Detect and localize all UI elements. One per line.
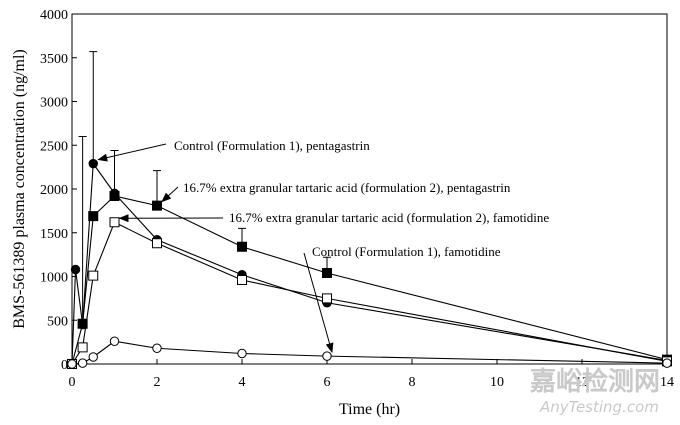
series-3 [67,336,672,369]
data-point [152,200,162,211]
y-tick-label: 2500 [40,139,68,154]
data-point [109,336,120,346]
annotation-arrow [97,143,167,162]
y-tick-label: 3000 [40,96,68,111]
y-tick-label: 3500 [40,52,68,67]
watermark-en: AnyTesting.com [539,398,659,416]
y-tick-label: 4000 [40,8,68,23]
data-point [662,358,672,368]
data-point [152,238,162,249]
series-layer [67,51,672,369]
x-axis-title: Time (hr) [339,401,400,418]
annotation-label-famotidine-formulation2: 16.7% extra granular tartaric acid (form… [229,210,549,225]
data-point [88,352,98,362]
data-point [77,342,88,353]
annotation-layer: Control (Formulation 1), pentagastrin 16… [97,138,549,354]
data-point [77,318,88,329]
data-point [88,211,99,222]
data-point [237,241,247,252]
data-point [67,359,77,369]
annotation-arrow [161,186,179,203]
y-axis: 0 500 1000 1500 2000 2500 3000 3500 4000 [40,8,77,373]
data-point [77,358,88,368]
y-tick-label: 1000 [40,271,68,286]
x-tick-label: 8 [409,375,416,390]
x-tick-label: 0 [69,375,76,390]
data-point [322,293,332,304]
watermark: 嘉峪检测网 AnyTesting.com [530,366,660,416]
data-point [237,275,247,285]
y-tick-label: 500 [47,314,68,329]
series-line [71,195,668,365]
series-line [71,221,668,365]
annotation-label-pentagastrin-control: Control (Formulation 1), pentagastrin [174,138,370,153]
data-point [88,270,99,281]
data-point [322,351,332,361]
data-point [88,158,98,169]
watermark-cn: 嘉峪检测网 [530,366,660,397]
data-point [237,348,247,359]
data-point [152,343,162,353]
x-tick-label: 12 [575,375,589,390]
y-tick-label: 2000 [40,183,68,198]
x-tick-label: 10 [490,375,504,390]
x-tick-label: 2 [154,375,161,390]
y-tick-label: 0 [61,358,68,373]
y-axis-title: BMS-561389 plasma concentration (ng/ml) [11,49,28,329]
x-tick-label: 14 [660,375,674,390]
data-point [322,268,332,278]
data-point [109,191,120,201]
x-tick-label: 4 [239,375,246,390]
annotation-arrow [303,252,334,354]
x-tick-label: 6 [324,375,331,390]
data-point [109,217,120,228]
y-tick-label: 1500 [40,227,68,242]
annotation-label-pentagastrin-formulation2: 16.7% extra granular tartaric acid (form… [183,180,511,195]
data-point [70,264,81,275]
annotation-label-famotidine-control: Control (Formulation 1), famotidine [312,244,501,259]
